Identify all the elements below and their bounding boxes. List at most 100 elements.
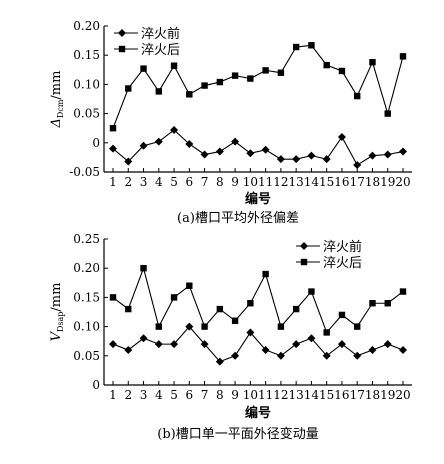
data-point (216, 78, 224, 86)
x-tick-label: 7 (201, 388, 209, 402)
data-point (246, 328, 255, 337)
data-point (170, 340, 179, 349)
x-axis-title: 编号 (245, 405, 271, 421)
data-point (170, 125, 179, 134)
data-point (308, 42, 315, 49)
legend-marker (300, 258, 308, 266)
data-point (139, 334, 148, 343)
x-tick-label: 17 (350, 388, 365, 402)
data-point (231, 137, 240, 146)
data-point (399, 147, 407, 156)
data-point (125, 85, 132, 92)
x-tick-label: 13 (289, 175, 304, 189)
y-tick-label: -0.05 (69, 165, 100, 179)
x-tick-label: 16 (334, 175, 349, 189)
data-point (384, 300, 391, 307)
data-point (140, 265, 147, 272)
y-axis-title-unit: /mm (49, 283, 64, 312)
x-tick-label: 17 (350, 175, 365, 189)
x-tick-label: 8 (216, 175, 224, 189)
legend-label: 淬火后 (141, 43, 180, 58)
x-tick-label: 13 (289, 388, 304, 402)
x-tick-label: 11 (258, 175, 273, 189)
x-tick-label: 15 (319, 388, 334, 402)
data-point (262, 270, 269, 278)
data-point (231, 72, 239, 79)
data-point (109, 294, 117, 301)
y-axis-title-symbol: V (49, 330, 64, 341)
data-point (140, 65, 147, 72)
data-point (399, 345, 407, 354)
data-point (215, 147, 224, 156)
x-tick-label: 18 (365, 175, 380, 189)
data-point (215, 357, 224, 366)
legend-marker (300, 242, 308, 250)
data-point (353, 351, 362, 360)
data-point (186, 91, 193, 98)
x-tick-label: 12 (273, 175, 288, 189)
y-tick-label: 0.15 (73, 48, 100, 62)
data-point (216, 305, 224, 313)
data-point (200, 150, 209, 159)
x-tick-label: 12 (273, 388, 288, 402)
y-tick-label: 0.15 (73, 290, 100, 304)
data-point (322, 155, 331, 164)
y-tick-label: 0.20 (73, 19, 100, 33)
y-tick-label: 0.10 (73, 77, 100, 91)
y-axis-title-subscript: Dcm (56, 99, 65, 118)
data-point (109, 144, 117, 153)
x-tick-label: 9 (231, 175, 239, 189)
series-line-1 (112, 129, 404, 166)
x-tick-label: 3 (140, 175, 148, 189)
x-tick-label: 9 (231, 388, 239, 402)
y-axis-title-symbol: Δ (49, 118, 64, 128)
data-point (262, 67, 269, 74)
data-point (170, 62, 178, 69)
data-point (383, 340, 392, 349)
x-tick-label: 20 (395, 388, 410, 402)
x-tick-label: 5 (170, 175, 178, 189)
data-point (247, 300, 254, 307)
data-point (200, 340, 209, 349)
y-axis-title-subscript: Dsap (56, 312, 65, 332)
data-point (109, 125, 117, 132)
y-tick-label: 0.25 (73, 232, 100, 246)
data-point (354, 323, 361, 330)
data-point (185, 139, 194, 148)
data-point (201, 323, 208, 330)
y-tick-label: 0 (92, 136, 100, 150)
data-point (154, 137, 163, 146)
data-point (338, 311, 346, 319)
x-tick-label: 7 (201, 175, 209, 189)
data-point (353, 160, 362, 169)
data-point (322, 351, 331, 360)
data-point (277, 323, 285, 330)
data-point (368, 151, 377, 160)
data-point (154, 340, 163, 349)
data-point (185, 322, 194, 331)
x-axis-title: 编号 (245, 191, 271, 207)
data-point (277, 69, 285, 76)
y-tick-label: 0.05 (73, 349, 100, 363)
y-tick-label: 0.05 (73, 107, 100, 121)
x-tick-label: 3 (140, 388, 148, 402)
data-point (399, 288, 407, 295)
y-tick-label: 0.10 (73, 320, 100, 334)
data-point (369, 59, 376, 66)
data-point (384, 110, 391, 117)
x-tick-label: 1 (109, 175, 117, 189)
data-point (186, 282, 193, 289)
data-point (323, 61, 330, 69)
legend-label: 淬火前 (141, 26, 180, 42)
data-point (292, 155, 301, 164)
data-point (124, 157, 133, 166)
y-axis-title-unit: /mm (49, 71, 64, 100)
y-tick-label: 0.20 (73, 261, 100, 275)
data-point (276, 155, 285, 164)
data-point (109, 340, 117, 349)
y-tick-label: 0 (92, 378, 100, 392)
data-point (247, 75, 254, 82)
x-tick-label: 5 (170, 388, 178, 402)
